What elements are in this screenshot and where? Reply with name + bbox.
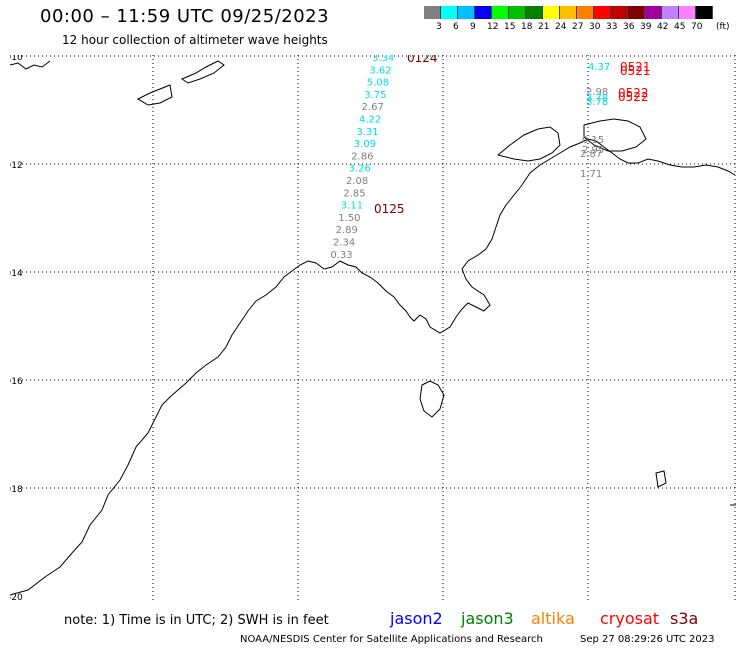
pass-label-0125: 0125 [374,202,405,216]
pass-label: 0522 [618,90,649,104]
scale-label: 33 [606,22,618,32]
scale-swatch [543,6,560,19]
swh-value: 3.75 [364,90,386,101]
scale-label: 39 [640,22,652,32]
lat-label: -20 [10,593,23,603]
generated-timestamp: Sep 27 08:29:26 UTC 2023 [580,634,715,645]
swh-value: 2.98 [586,87,608,98]
lat-label: -14 [10,269,23,279]
pass-label: 0522 [618,86,649,100]
swh-value: 3.62 [369,65,391,76]
scale-swatch [662,6,679,19]
scale-swatch [475,6,492,19]
swh-value: 3.26 [349,164,371,175]
footer-note: note: 1) Time is in UTC; 2) SWH is in fe… [64,613,329,628]
swh-value: 3.11 [341,201,363,212]
scale-swatch [696,6,713,19]
satellite-jason2: jason2 [390,609,443,628]
scale-swatch [594,6,611,19]
map-subtitle: 12 hour collection of altimeter wave hei… [62,33,328,47]
swh-value: 3.34 [372,55,394,64]
scale-label: 15 [504,22,516,32]
grid-lines [10,55,736,600]
scale-swatch [628,6,645,19]
lat-label: -16 [10,377,23,387]
swh-value: 4.37 [588,62,610,73]
lat-label: -18 [10,485,23,495]
swh-value: 5.08 [367,78,389,89]
color-scale-labels: 3 6 9 12 15 18 21 24 27 30 33 36 39 42 45 70 (ft) [424,22,740,34]
swh-value: 1.71 [580,169,602,180]
scale-label: 24 [555,22,567,32]
scale-label: 27 [572,22,584,32]
scale-label: 36 [623,22,635,32]
wave-height-map: -10 -12 -14 -16 -18 -20 120 123 126 129 … [10,55,736,603]
coastline [10,60,736,596]
lat-label: -12 [10,161,23,171]
swh-value: 3.31 [356,127,378,138]
swh-value: 2.08 [346,176,368,187]
swh-value: 2.67 [362,102,384,113]
swh-value: 1.50 [338,213,360,224]
lat-label: -10 [10,55,23,63]
scale-label: 18 [521,22,533,32]
color-scale [424,6,713,19]
swh-value: 2.86 [351,151,373,162]
scale-swatch [492,6,509,19]
swh-value: 4.22 [359,115,381,126]
swh-value: 2.87 [580,149,602,160]
scale-label: 70 [691,22,703,32]
scale-swatch [526,6,543,19]
scale-swatch [458,6,475,19]
pass-label-0124: 0124 [407,55,438,65]
scale-label: 3 [436,22,442,32]
pass-label: 0521 [620,64,651,78]
scale-label: 45 [674,22,686,32]
scale-label: 42 [657,22,669,32]
swh-value: 2.95 [582,145,604,156]
satellite-jason3: jason3 [461,609,514,628]
pass-label: 0521 [620,60,651,74]
scale-label: 9 [470,22,476,32]
scale-swatch [509,6,526,19]
swh-value: 2.34 [333,238,355,249]
swh-value: 3.09 [354,139,376,150]
scale-swatch [424,6,441,19]
satellite-s3a: s3a [670,609,699,628]
swh-value: 3.78 [586,93,608,104]
swh-value: 0.33 [330,250,352,261]
swh-value: 3.78 [586,97,608,108]
swh-value: 0.15 [582,135,604,146]
scale-label: 6 [453,22,459,32]
scale-label: 12 [487,22,499,32]
map-title: 00:00 – 11:59 UTC 09/25/2023 [40,6,330,27]
scale-swatch [679,6,696,19]
lat-labels: -10 -12 -14 -16 -18 -20 [10,55,23,603]
scale-label: 21 [538,22,550,32]
swh-value: 2.89 [336,225,358,236]
credit-line: NOAA/NESDIS Center for Satellite Applica… [240,634,543,645]
scale-swatch [441,6,458,19]
satellite-altika: altika [531,609,575,628]
satellite-cryosat: cryosat [600,609,660,628]
swh-value: 2.85 [343,188,365,199]
track-0124: 3.343.62 5.083.752.67 4.223.313.092.86 3.26… [330,55,394,261]
scale-swatch [645,6,662,19]
scale-label: 30 [589,22,601,32]
scale-label: (ft) [716,22,730,32]
scale-swatch [577,6,594,19]
scale-swatch [560,6,577,19]
scale-swatch [611,6,628,19]
